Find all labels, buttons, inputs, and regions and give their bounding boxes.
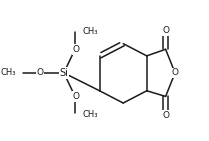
Text: Si: Si bbox=[59, 68, 68, 78]
Text: CH₃: CH₃ bbox=[0, 68, 16, 77]
Text: O: O bbox=[172, 68, 178, 77]
Text: O: O bbox=[162, 26, 169, 35]
Text: O: O bbox=[162, 111, 169, 120]
Text: CH₃: CH₃ bbox=[83, 110, 98, 119]
Text: CH₃: CH₃ bbox=[83, 27, 98, 36]
Text: O: O bbox=[73, 45, 80, 54]
Text: O: O bbox=[73, 92, 80, 101]
Text: O: O bbox=[37, 68, 44, 77]
